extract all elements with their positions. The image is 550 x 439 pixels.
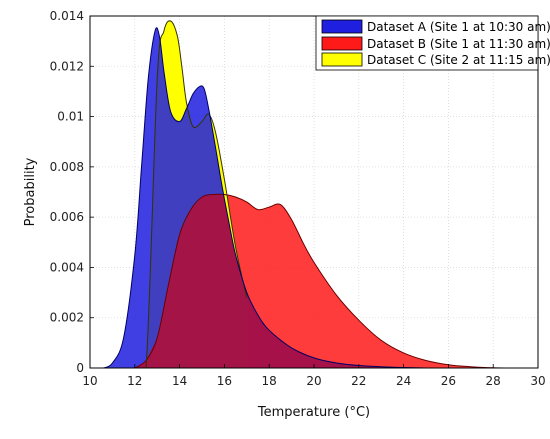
y-tick-label: 0.002	[50, 311, 84, 325]
legend-swatch-c	[321, 52, 363, 67]
y-tick-label: 0.008	[50, 160, 84, 174]
x-tick-label: 18	[262, 374, 277, 388]
x-tick-label: 16	[217, 374, 232, 388]
legend-swatch-b	[321, 36, 363, 51]
x-tick-label: 20	[306, 374, 321, 388]
legend-label-a: Dataset A (Site 1 at 10:30 am)	[367, 20, 550, 34]
series-c-line	[134, 20, 248, 368]
y-tick-label: 0.014	[50, 9, 84, 23]
series-a-line	[103, 27, 449, 368]
y-tick-label: 0.012	[50, 59, 84, 73]
legend-swatch-a	[321, 19, 363, 34]
legend: Dataset A (Site 1 at 10:30 am) Dataset B…	[315, 15, 550, 71]
y-tick-label: 0	[76, 361, 84, 375]
legend-label-c: Dataset C (Site 2 at 11:15 am)	[367, 53, 550, 67]
x-tick-label: 22	[351, 374, 366, 388]
x-axis-label: Temperature (°C)	[257, 405, 370, 420]
y-axis-label: Probability	[23, 157, 38, 226]
y-tick-label: 0.01	[57, 110, 84, 124]
x-tick-label: 26	[441, 374, 456, 388]
y-tick-label: 0.006	[50, 210, 84, 224]
y-tick-label: 0.004	[50, 260, 84, 274]
series-overlap-fill	[134, 194, 449, 368]
legend-label-b: Dataset B (Site 1 at 11:30 am)	[367, 37, 550, 51]
x-tick-label: 14	[172, 374, 187, 388]
series-b-line	[134, 193, 516, 368]
axis-ticks: 10 12 14 16 18 20 22 24 26 28 30 0 0.002 0.004 0.006 0.…	[50, 9, 546, 388]
x-tick-label: 30	[530, 374, 545, 388]
x-tick-label: 24	[396, 374, 411, 388]
series-layer	[103, 20, 516, 368]
x-tick-label: 10	[82, 374, 97, 388]
x-tick-label: 28	[486, 374, 501, 388]
x-tick-label: 12	[127, 374, 142, 388]
